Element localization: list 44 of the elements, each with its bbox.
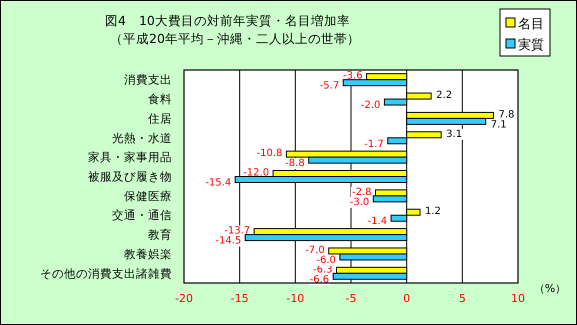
y-tick-label: 消費支出 [124, 72, 172, 87]
y-tick-label: 家具・家事用品 [88, 150, 172, 164]
y-tick-label: 保健医療 [124, 188, 172, 203]
y-tick-label: 住居 [147, 111, 172, 126]
y-tick-label: 食料 [148, 92, 172, 106]
x-tick-label: -5 [346, 292, 356, 305]
x-tick-label: -20 [175, 292, 193, 305]
chart-subtitle: （平成20年平均－沖縄・二人以上の世帯） [110, 31, 360, 46]
data-label: 3.1 [446, 128, 462, 140]
data-label: 2.2 [436, 90, 452, 102]
data-label: -2.0 [360, 100, 380, 112]
y-tick-label: 教養娯楽 [124, 246, 172, 261]
y-tick-label: その他の消費支出諸雑費 [40, 266, 172, 280]
x-tick-label: 10 [511, 292, 525, 305]
x-tick-label: 0 [403, 292, 410, 305]
data-label: -5.7 [320, 80, 340, 92]
data-label: -13.7 [224, 226, 250, 237]
x-tick-label: -15 [230, 292, 249, 305]
data-label: -10.8 [256, 148, 282, 160]
y-tick-label: 交通・通信 [112, 208, 172, 222]
legend-label: 実質 [518, 37, 544, 53]
data-label: -1.7 [364, 138, 384, 150]
data-label: -6.6 [310, 274, 330, 286]
y-tick-label: 光熱・水道 [112, 130, 172, 145]
x-tick-label: 5 [458, 292, 466, 305]
data-label: -3.0 [350, 196, 370, 208]
data-label: 7.8 [498, 109, 514, 120]
data-label: -2.8 [352, 186, 372, 198]
data-label: -8.8 [285, 158, 305, 170]
x-tick-label: -10 [286, 292, 304, 305]
data-label: -1.4 [368, 216, 388, 228]
y-tick-label: 被服及び履き物 [88, 170, 172, 184]
data-label: -3.6 [343, 70, 363, 82]
data-label: -6.0 [316, 254, 336, 266]
data-label: 1.2 [425, 206, 441, 218]
x-axis-title: （%） [534, 282, 566, 295]
y-tick-label: 教育 [148, 228, 172, 242]
data-label: -7.0 [305, 244, 325, 256]
chart-title: 図4 10大費目の対前年実質・名目増加率 [105, 13, 350, 28]
data-label: 7.1 [490, 119, 507, 130]
legend-label: 名目 [518, 17, 544, 32]
data-label: -12.0 [243, 168, 270, 178]
data-label: -15.4 [205, 178, 232, 188]
data-label: -14.5 [215, 236, 242, 247]
